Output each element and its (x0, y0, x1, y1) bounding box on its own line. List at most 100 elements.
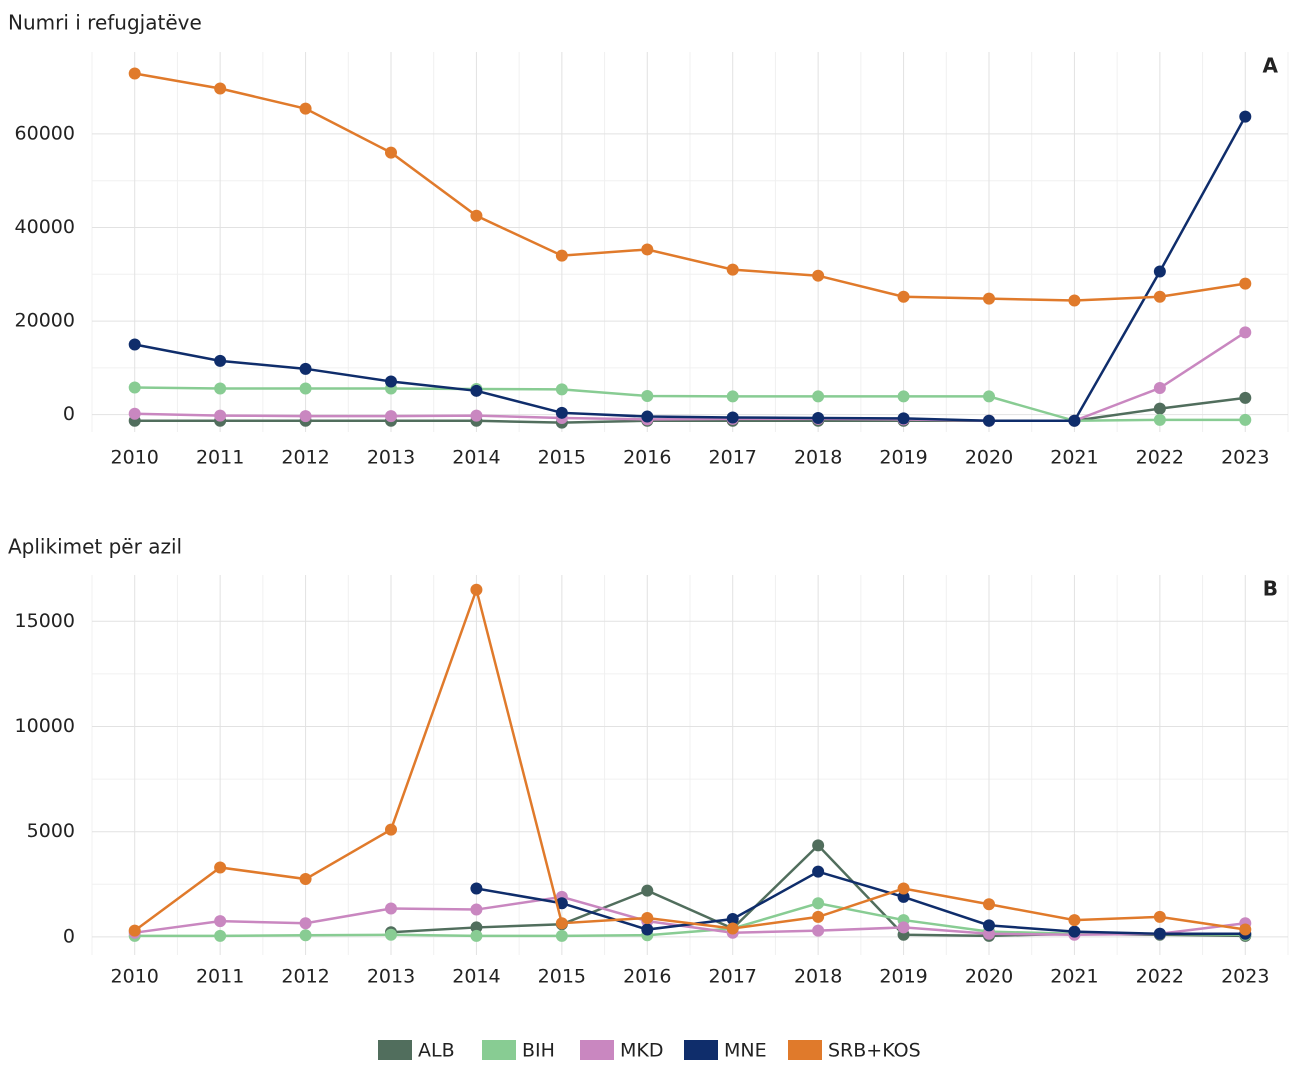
point (214, 409, 227, 422)
panel-label: A (1263, 54, 1279, 78)
point (1153, 265, 1166, 278)
point (1153, 402, 1166, 415)
x-tick-label: 2023 (1221, 447, 1269, 469)
point (641, 243, 654, 256)
x-tick-label: 2012 (281, 966, 329, 988)
point (470, 384, 483, 397)
point (470, 921, 483, 934)
series-line (134, 72, 1246, 302)
x-tick-label: 2015 (538, 966, 586, 988)
point (555, 249, 568, 262)
point (470, 882, 483, 895)
point (641, 923, 654, 936)
x-tick-label: 2010 (111, 966, 159, 988)
point (812, 839, 825, 852)
point (812, 897, 825, 910)
point (897, 290, 910, 303)
panel-label: B (1263, 577, 1278, 601)
x-tick-label: 2022 (1136, 966, 1184, 988)
series-line (134, 115, 1247, 423)
point (726, 390, 739, 403)
point (299, 873, 312, 886)
x-tick-label: 2021 (1050, 447, 1098, 469)
point (214, 382, 227, 395)
point (385, 410, 397, 423)
point (983, 390, 995, 403)
point (897, 412, 910, 425)
x-tick-label: 2023 (1221, 966, 1269, 988)
x-tick-label: 2020 (965, 447, 1013, 469)
point (812, 924, 825, 937)
point (897, 921, 910, 934)
legend-swatch (378, 1040, 412, 1060)
x-tick-label: 2022 (1136, 447, 1184, 469)
point (1239, 326, 1252, 339)
point (1153, 910, 1166, 923)
legend-swatch (788, 1040, 822, 1060)
x-tick-label: 2016 (623, 447, 671, 469)
series-line (133, 585, 1246, 932)
point (1153, 290, 1166, 303)
point (128, 407, 141, 420)
point (385, 375, 397, 388)
x-tick-label: 2017 (709, 966, 757, 988)
legend-label: ALB (418, 1040, 455, 1062)
x-tick-label: 2020 (965, 966, 1013, 988)
point (128, 338, 141, 351)
point (299, 929, 312, 942)
y-tick-label: 60000 (15, 122, 75, 144)
point (555, 897, 568, 910)
point (214, 915, 227, 928)
y-tick-label: 15000 (15, 610, 75, 632)
point (812, 865, 825, 878)
point (1239, 110, 1252, 123)
legend-label: SRB+KOS (828, 1040, 921, 1062)
point (214, 929, 227, 942)
point (1068, 294, 1081, 307)
legend-swatch (482, 1040, 516, 1060)
y-tick-label: 40000 (15, 216, 75, 238)
point (1239, 413, 1252, 426)
point (641, 410, 654, 423)
chart-title: Aplikimet për azil (8, 535, 182, 559)
point (812, 910, 825, 923)
point (555, 406, 568, 419)
point (1239, 391, 1252, 404)
point (641, 389, 654, 402)
point (1239, 277, 1252, 290)
point (1153, 382, 1166, 395)
y-tick-label: 0 (63, 925, 75, 947)
point (128, 381, 141, 394)
point (1239, 923, 1252, 936)
x-tick-label: 2011 (196, 447, 244, 469)
point (897, 890, 910, 903)
x-tick-label: 2017 (709, 447, 757, 469)
point (897, 882, 910, 895)
point (812, 269, 825, 282)
chart-title: Numri i refugjatëve (8, 11, 202, 35)
point (1153, 413, 1166, 426)
point (812, 411, 825, 424)
x-tick-label: 2014 (452, 966, 500, 988)
point (214, 82, 227, 95)
y-tick-label: 10000 (15, 715, 75, 737)
y-tick-label: 0 (63, 403, 75, 425)
point (385, 823, 397, 836)
x-tick-label: 2019 (879, 447, 927, 469)
point (983, 919, 995, 932)
x-tick-label: 2015 (538, 447, 586, 469)
point (470, 929, 483, 942)
x-tick-label: 2010 (111, 447, 159, 469)
point (470, 209, 483, 222)
y-tick-label: 20000 (15, 310, 75, 332)
legend-label: MNE (724, 1040, 767, 1062)
point (1068, 914, 1081, 927)
point (385, 902, 397, 915)
point (983, 927, 995, 940)
point (299, 917, 312, 930)
series-line (476, 870, 1246, 935)
point (555, 929, 568, 942)
x-tick-label: 2018 (794, 447, 842, 469)
point (812, 390, 825, 403)
